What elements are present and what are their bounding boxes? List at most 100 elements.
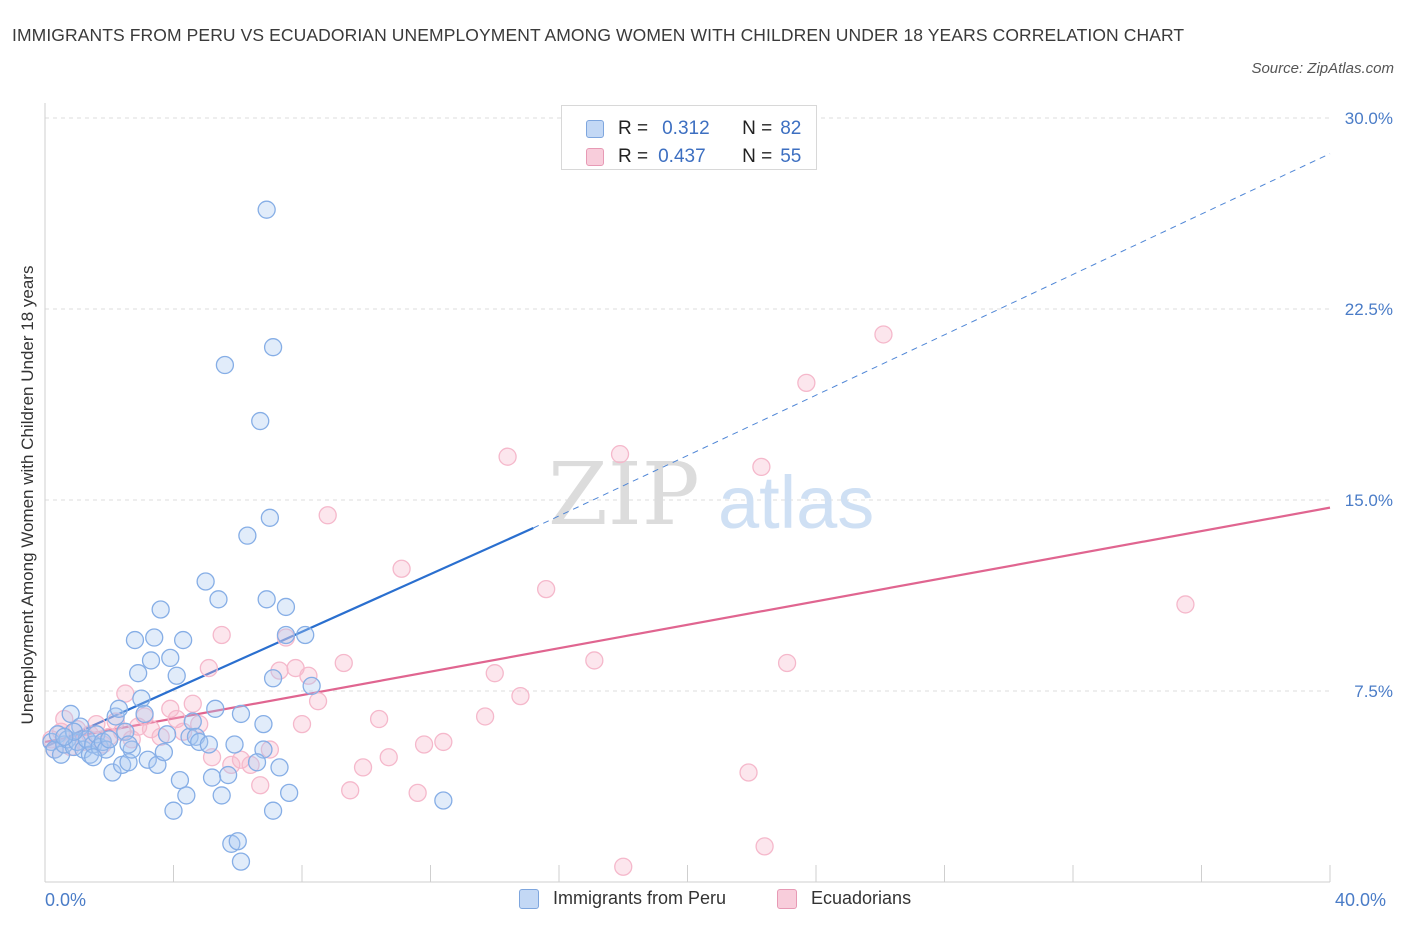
trend-line-peru-extension [533, 153, 1331, 529]
legend-n-value-peru: 82 [780, 118, 802, 139]
data-point-peru [238, 526, 257, 545]
data-point-peru [257, 590, 276, 609]
data-point-ecuadorians [1176, 595, 1195, 614]
legend-row-ecuador: R = 0.437 N = 55 [586, 144, 801, 170]
data-point-peru [173, 630, 193, 650]
data-point-peru [296, 625, 315, 645]
data-point-peru [170, 770, 190, 790]
data-point-peru [164, 801, 183, 820]
data-point-peru [103, 763, 122, 782]
data-point-ecuadorians [161, 699, 180, 718]
data-point-peru [167, 666, 186, 685]
data-point-peru [129, 664, 148, 683]
bottom-legend-ecuador: Ecuadorians [777, 888, 911, 909]
legend-swatch-ecuador [586, 148, 604, 166]
y-tick-labels: 7.5% 15.0% 22.5% 30.0% [1345, 109, 1393, 701]
trend-lines [44, 153, 1331, 749]
data-point-ecuadorians [414, 735, 434, 754]
data-point-ecuadorians [212, 625, 231, 645]
data-point-peru [84, 748, 103, 767]
data-point-ecuadorians [498, 447, 517, 466]
data-point-ecuadorians [797, 373, 816, 393]
data-point-ecuadorians [308, 692, 328, 711]
data-point-peru [231, 704, 251, 724]
data-point-ecuadorians [511, 686, 530, 706]
data-point-peru [177, 786, 196, 805]
data-point-peru [122, 740, 141, 759]
data-point-peru [247, 753, 267, 772]
data-point-ecuadorians [755, 837, 774, 856]
data-point-peru [55, 727, 74, 746]
legend-n-label: N = [742, 146, 773, 167]
data-point-ecuadorians [353, 758, 373, 777]
data-point-ecuadorians [222, 755, 241, 775]
data-point-peru [196, 572, 215, 591]
y-tick-label: 30.0% [1345, 109, 1393, 128]
data-point-ecuadorians [610, 445, 630, 464]
data-point-peru [231, 852, 251, 871]
y-axis-label: Unemployment Among Women with Children U… [18, 266, 37, 725]
data-point-peru [276, 597, 296, 617]
data-point-ecuadorians [485, 664, 504, 683]
data-point-peru [215, 355, 235, 375]
data-point-peru [145, 628, 164, 647]
data-point-peru [141, 651, 161, 670]
data-point-peru [276, 625, 296, 645]
data-point-ecuadorians [318, 506, 337, 525]
data-point-ecuadorians [874, 325, 893, 344]
data-point-ecuadorians [199, 658, 218, 678]
source-label: Source: ZipAtlas.com [1251, 60, 1394, 77]
data-point-ecuadorians [537, 579, 556, 599]
data-point-ecuadorians [334, 653, 353, 673]
legend-r-label: R = [618, 146, 649, 167]
data-point-peru [225, 735, 244, 754]
bottom-legend-swatch-ecuador [777, 888, 797, 909]
chart-title: IMMIGRANTS FROM PERU VS ECUADORIAN UNEMP… [12, 25, 1185, 45]
data-point-peru [154, 742, 174, 762]
data-point-ecuadorians [408, 783, 427, 803]
legend-swatch-peru [586, 120, 604, 138]
data-point-peru [138, 750, 157, 769]
data-point-peru [157, 725, 177, 744]
data-point-peru [251, 411, 270, 431]
data-point-ecuadorians [739, 763, 758, 782]
data-point-ecuadorians [752, 457, 771, 477]
data-point-peru [212, 786, 231, 805]
data-point-peru [302, 676, 321, 696]
data-point-ecuadorians [292, 714, 312, 734]
data-point-peru [125, 630, 145, 650]
data-point-peru [180, 727, 199, 746]
y-tick-label: 22.5% [1345, 300, 1393, 319]
data-point-peru [218, 765, 238, 785]
trend-line-ecuadorians [44, 506, 1331, 744]
trend-line-peru [44, 527, 534, 749]
data-point-peru [209, 590, 228, 609]
data-point-ecuadorians [392, 559, 411, 578]
bottom-legend-label-peru: Immigrants from Peru [553, 888, 727, 908]
data-point-peru [64, 722, 84, 741]
data-point-peru [270, 758, 289, 777]
data-point-ecuadorians [434, 732, 453, 752]
x-tick-max: 40.0% [1335, 890, 1387, 910]
data-point-ecuadorians [260, 740, 280, 759]
data-point-ecuadorians [379, 748, 398, 767]
bottom-legend-label-ecuador: Ecuadorians [811, 888, 912, 908]
data-point-peru [61, 704, 80, 724]
data-point-peru [202, 768, 222, 787]
data-point-peru [228, 832, 247, 851]
data-point-ecuadorians [341, 781, 360, 800]
data-point-ecuadorians [614, 857, 633, 876]
watermark-atlas: atlas [718, 461, 874, 544]
data-point-ecuadorians [369, 709, 389, 729]
data-point-ecuadorians [183, 694, 202, 713]
data-point-peru [183, 712, 202, 731]
data-point-peru [161, 648, 180, 668]
data-point-ecuadorians [585, 651, 604, 670]
data-point-ecuadorians [116, 684, 135, 703]
data-point-peru [206, 699, 225, 718]
data-point-peru [135, 704, 154, 724]
data-point-peru [263, 338, 283, 357]
legend-n-value-ecuador: 55 [780, 146, 802, 167]
legend-r-label: R = [618, 118, 649, 139]
